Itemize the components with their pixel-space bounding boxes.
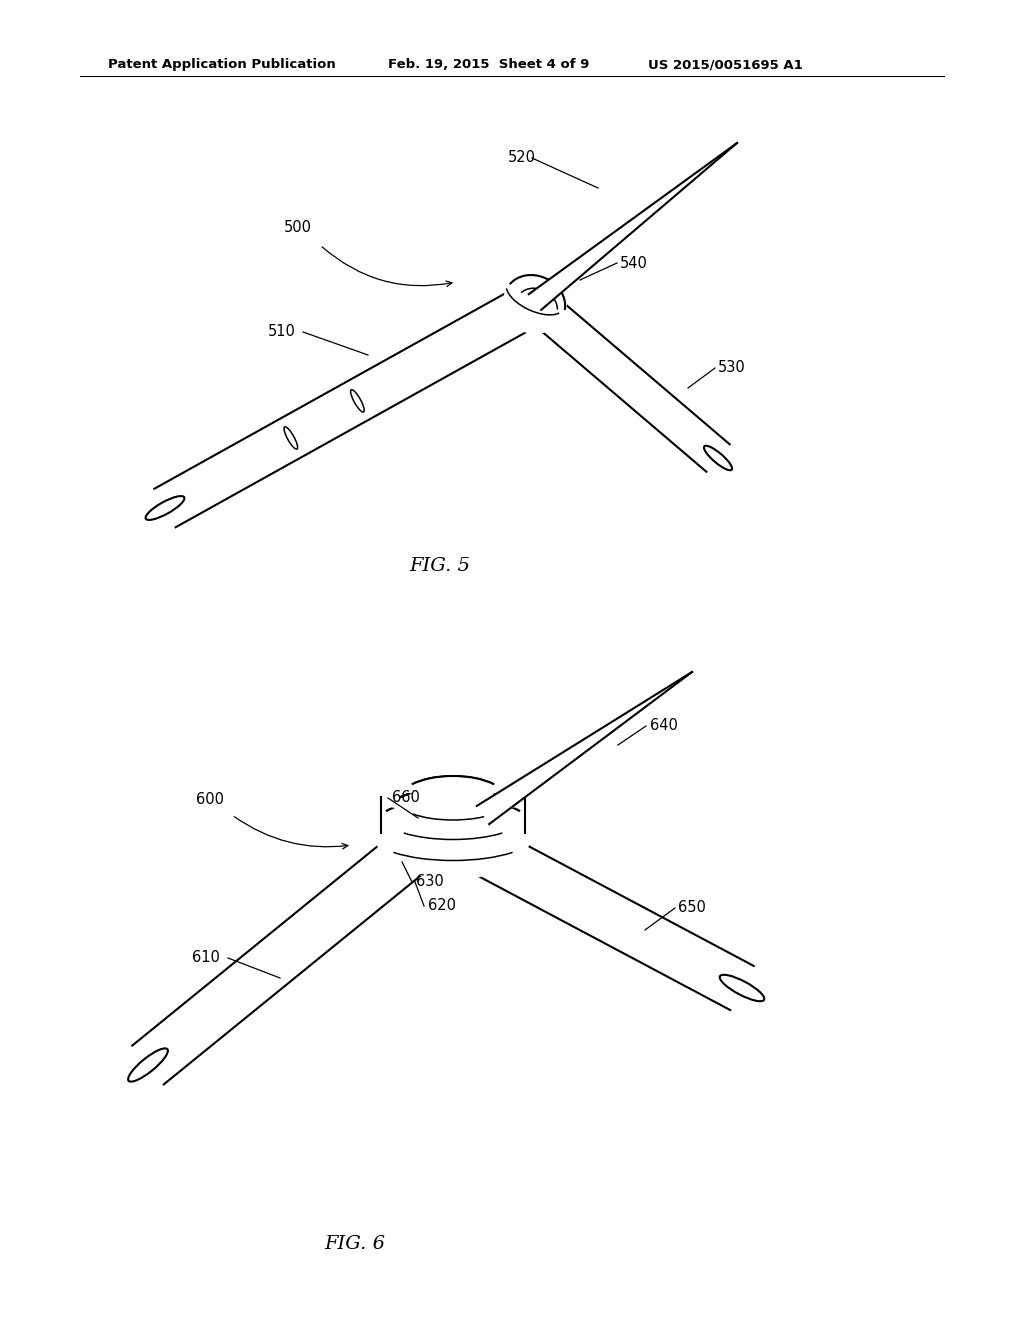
Text: 530: 530 xyxy=(718,360,745,375)
Text: 640: 640 xyxy=(650,718,678,734)
Polygon shape xyxy=(449,816,754,1010)
Polygon shape xyxy=(477,672,692,824)
Polygon shape xyxy=(387,787,519,817)
Ellipse shape xyxy=(373,780,534,880)
Text: 610: 610 xyxy=(193,950,220,965)
Text: FIG. 5: FIG. 5 xyxy=(410,557,470,576)
Circle shape xyxy=(503,271,567,334)
Text: 520: 520 xyxy=(508,150,536,165)
Polygon shape xyxy=(155,282,546,527)
Text: US 2015/0051695 A1: US 2015/0051695 A1 xyxy=(648,58,803,71)
Text: Feb. 19, 2015  Sheet 4 of 9: Feb. 19, 2015 Sheet 4 of 9 xyxy=(388,58,590,71)
Text: 510: 510 xyxy=(268,325,296,339)
Text: 540: 540 xyxy=(620,256,648,271)
Ellipse shape xyxy=(284,426,298,449)
Polygon shape xyxy=(373,797,532,833)
Text: 660: 660 xyxy=(392,791,420,805)
Polygon shape xyxy=(523,288,730,471)
Ellipse shape xyxy=(720,974,764,1001)
Polygon shape xyxy=(402,776,504,801)
Text: 600: 600 xyxy=(196,792,224,808)
Ellipse shape xyxy=(703,446,732,470)
Polygon shape xyxy=(528,143,737,310)
Text: 630: 630 xyxy=(416,874,443,890)
Text: FIG. 6: FIG. 6 xyxy=(325,1236,385,1253)
Text: 620: 620 xyxy=(428,899,456,913)
Text: 650: 650 xyxy=(678,900,706,916)
Ellipse shape xyxy=(145,496,184,520)
Ellipse shape xyxy=(128,1048,168,1081)
Ellipse shape xyxy=(350,389,365,412)
Polygon shape xyxy=(132,829,431,1085)
Text: 500: 500 xyxy=(284,220,312,235)
Text: Patent Application Publication: Patent Application Publication xyxy=(108,58,336,71)
